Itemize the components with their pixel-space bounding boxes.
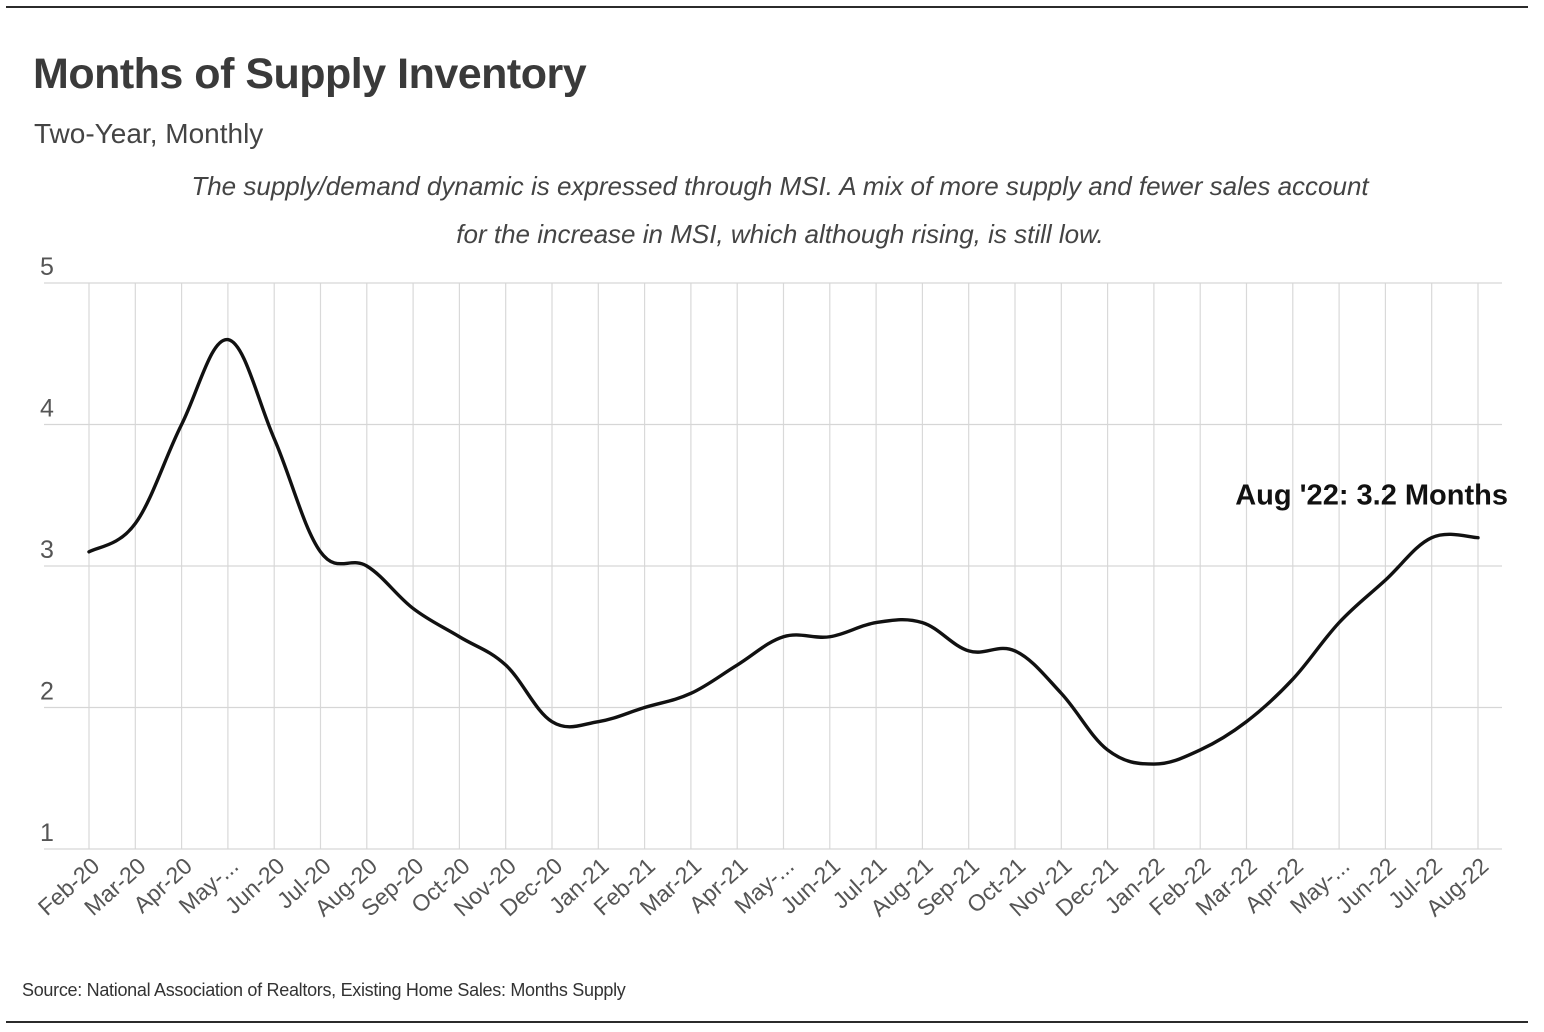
chart-title: Months of Supply Inventory [33, 50, 587, 98]
y-tick-label: 4 [40, 395, 54, 423]
y-tick-label: 5 [40, 253, 54, 281]
series-line [87, 337, 1480, 766]
source-note: Source: National Association of Realtors… [22, 980, 626, 1000]
chart-note-line-2: for the increase in MSI, which although … [456, 219, 1104, 249]
series-layer [87, 337, 1480, 766]
top-rule [6, 6, 1528, 8]
y-tick-label: 1 [40, 819, 54, 847]
annotation-label: Aug '22: 3.2 Months [1235, 480, 1508, 512]
chart-note-line-1: The supply/demand dynamic is expressed t… [191, 171, 1369, 201]
y-axis-tick-labels: 1 2 3 4 5 [40, 253, 54, 847]
annotation-layer: Aug '22: 3.2 Months [1235, 480, 1508, 512]
y-tick-label: 3 [40, 536, 54, 564]
y-tick-label: 2 [40, 678, 54, 706]
horizontal-gridlines [44, 282, 1502, 850]
bottom-rule [6, 1021, 1528, 1023]
chart-subtitle: Two-Year, Monthly [34, 118, 264, 149]
x-axis-tick-labels: Feb-20Mar-20Apr-20May-...Jun-20Jul-20Aug… [33, 852, 1494, 921]
